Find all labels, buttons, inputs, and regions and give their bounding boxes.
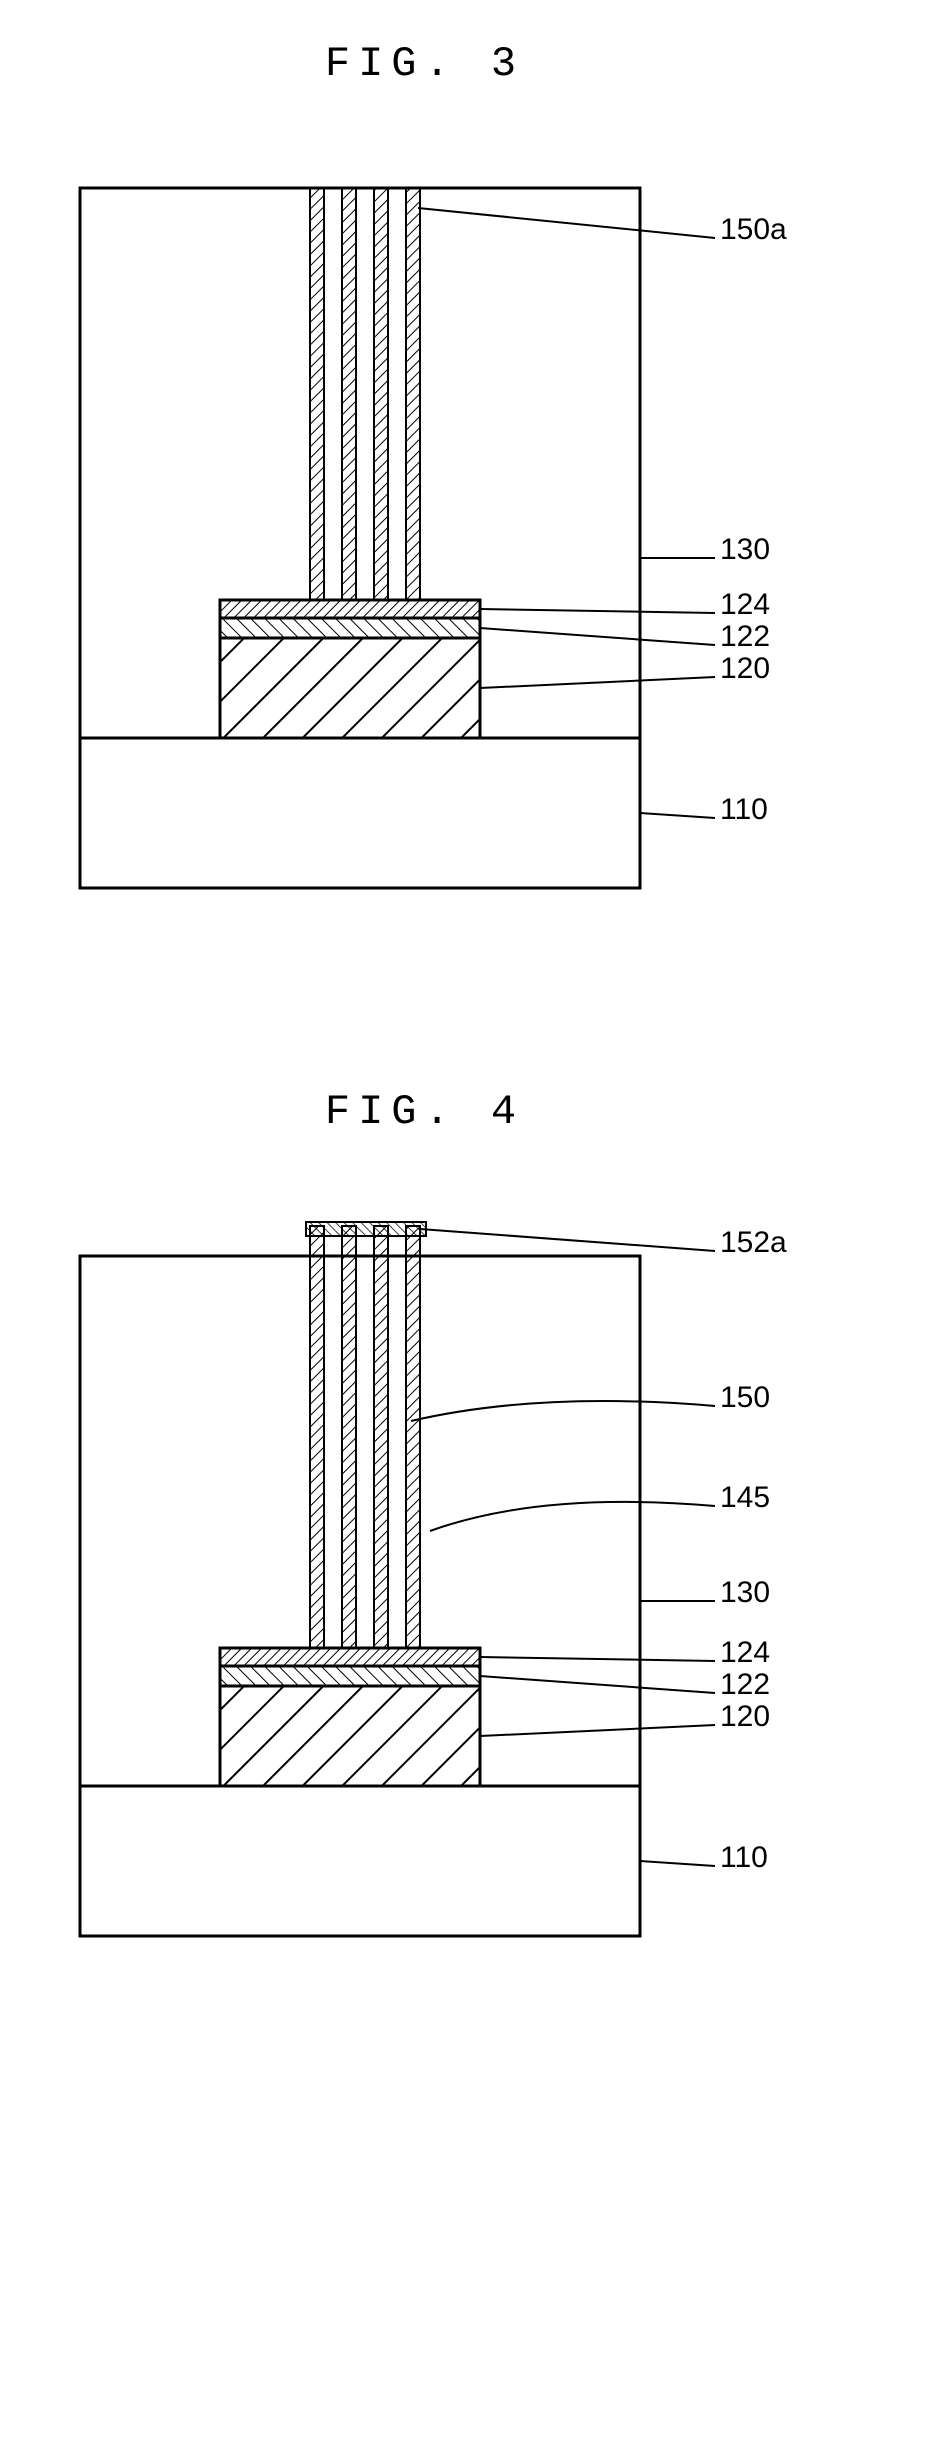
ref-label-122: 122: [720, 1668, 770, 1702]
ref-label-130: 130: [720, 533, 770, 567]
ref-label-150: 150: [720, 1381, 770, 1415]
leader-line: [640, 1861, 715, 1866]
leader-line: [480, 628, 715, 645]
layer-122: [220, 1666, 480, 1686]
pillar: [310, 1226, 324, 1648]
figure-block: 152a 150 145 130 124122120 110: [20, 1196, 929, 1976]
leader-line: [418, 208, 715, 238]
layer-120: [220, 1686, 480, 1786]
pillar: [406, 1226, 420, 1648]
figure-title: FIG. 4: [0, 1088, 929, 1136]
pillar: [374, 188, 388, 600]
layer-110: [80, 1786, 640, 1936]
layer-152a-cap: [306, 1222, 426, 1236]
leader-line: [430, 1502, 715, 1531]
layer-124: [220, 1648, 480, 1666]
leader-line: [411, 1401, 715, 1421]
layer-122: [220, 618, 480, 638]
layer-120: [220, 638, 480, 738]
figure-block: 150a 130 124122120 110: [20, 148, 929, 928]
ref-label-124: 124: [720, 1636, 770, 1670]
ref-label-122: 122: [720, 620, 770, 654]
leader-line: [480, 1676, 715, 1693]
ref-label-120: 120: [720, 652, 770, 686]
layer-110: [80, 738, 640, 888]
leader-line: [480, 1657, 715, 1661]
layer-124: [220, 600, 480, 618]
ref-label-130: 130: [720, 1576, 770, 1610]
figure-title: FIG. 3: [0, 40, 929, 88]
ref-label-120: 120: [720, 1700, 770, 1734]
pillar: [406, 188, 420, 600]
figure-diagram: [20, 148, 929, 928]
ref-label-152a: 152a: [720, 1226, 787, 1260]
pillar: [342, 1226, 356, 1648]
ref-label-110: 110: [720, 1841, 768, 1875]
pillar: [342, 188, 356, 600]
figure-diagram: [20, 1196, 929, 1976]
ref-label-150a: 150a: [720, 213, 787, 247]
ref-label-145: 145: [720, 1481, 770, 1515]
leader-line: [480, 609, 715, 613]
pillar: [374, 1226, 388, 1648]
leader-line: [420, 1229, 715, 1251]
ref-label-110: 110: [720, 793, 768, 827]
pillar: [310, 188, 324, 600]
leader-line: [480, 677, 715, 688]
leader-line: [480, 1725, 715, 1736]
ref-label-124: 124: [720, 588, 770, 622]
leader-line: [640, 813, 715, 818]
